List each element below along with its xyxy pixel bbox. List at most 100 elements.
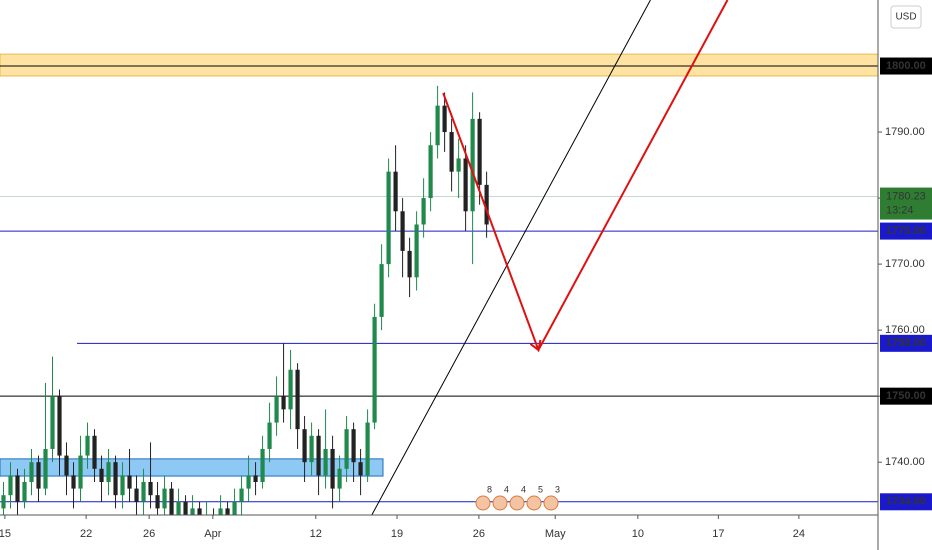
- candle-body: [71, 475, 76, 489]
- x-tick-label: 17: [712, 528, 724, 540]
- candle-body: [148, 481, 153, 496]
- x-tick-label: May: [545, 528, 566, 540]
- candle-body: [43, 448, 48, 489]
- candle-body: [295, 369, 300, 430]
- x-tick-label: 19: [391, 528, 403, 540]
- candle-body: [36, 462, 41, 489]
- plot-area: 8 4 4 5 3: [0, 0, 878, 515]
- candle-body: [183, 501, 188, 515]
- price-label: 1775.00: [886, 225, 926, 237]
- price-label-box: [880, 493, 932, 511]
- candle-body: [344, 429, 349, 469]
- candle-body: [323, 448, 328, 476]
- candle-body: [442, 105, 447, 133]
- event-icon: [526, 495, 542, 511]
- candle-body: [428, 145, 433, 199]
- candle-body: [316, 435, 321, 476]
- candle-body: [463, 158, 468, 212]
- candle-body: [239, 488, 244, 502]
- event-count: 4: [521, 484, 526, 494]
- candle-body: [407, 250, 412, 278]
- event-icon: [475, 495, 491, 511]
- x-tick-label: 15: [0, 528, 11, 540]
- candle-body: [106, 462, 111, 482]
- price-label: 1758.00: [886, 337, 926, 349]
- candle-body: [379, 264, 384, 317]
- candle-body: [393, 171, 398, 212]
- event-count: 3: [555, 484, 560, 494]
- candle-body: [190, 508, 195, 515]
- candle-body: [309, 435, 314, 463]
- candle-body: [120, 475, 125, 496]
- candle-body: [435, 105, 440, 146]
- candle-body: [358, 462, 363, 476]
- x-tick-label: 10: [632, 528, 644, 540]
- currency: USD: [895, 12, 916, 23]
- candle-body: [8, 475, 13, 496]
- event-count: 5: [538, 484, 543, 494]
- event-count: 8: [487, 484, 492, 494]
- price-label: 1800.00: [886, 60, 926, 72]
- event-count: 4: [504, 484, 509, 494]
- candle-body: [421, 198, 426, 225]
- x-tick-label: 24: [793, 528, 805, 540]
- candle-body: [64, 455, 69, 476]
- candle-body: [449, 132, 454, 172]
- candle-body: [1, 495, 6, 509]
- trendline: [371, 0, 651, 515]
- candle-body: [29, 462, 34, 482]
- candle-body: [351, 429, 356, 463]
- candle-body: [99, 468, 104, 482]
- candle-body: [197, 508, 202, 515]
- candle-body: [372, 316, 377, 423]
- candle-body: [246, 475, 251, 489]
- last-price-label: 1780.23: [886, 190, 926, 202]
- candle-body: [15, 475, 20, 502]
- candle-body: [141, 481, 146, 502]
- x-tick-label: 26: [143, 528, 155, 540]
- axes: 1740.001750.001760.001770.001780.001790.…: [0, 57, 932, 540]
- price-label-box: [880, 387, 932, 405]
- candle-body: [155, 495, 160, 509]
- x-tick-label: 26: [473, 528, 485, 540]
- price-label: 1750.00: [886, 390, 926, 402]
- candle-body: [288, 369, 293, 410]
- last-price-box: [880, 187, 932, 220]
- candle-body: [302, 429, 307, 463]
- candle-body: [85, 435, 90, 456]
- candle-body: [281, 396, 286, 410]
- candle-body: [169, 488, 174, 515]
- y-tick-label: 1760.00: [885, 324, 925, 336]
- x-tick-label: Apr: [204, 528, 221, 540]
- arrow-head: [529, 339, 542, 352]
- candle-body: [57, 396, 62, 456]
- candle-body: [477, 118, 482, 185]
- event-icon: [543, 495, 559, 511]
- candle-body: [225, 508, 230, 515]
- candle-body: [456, 158, 461, 172]
- candle-body: [92, 435, 97, 469]
- candle-body: [400, 211, 405, 251]
- zone: [0, 53, 878, 77]
- candle-body: [330, 448, 335, 489]
- event-icon: [509, 495, 525, 511]
- candle-body: [267, 422, 272, 449]
- candle-body: [218, 508, 223, 515]
- y-tick-label: 1740.00: [885, 456, 925, 468]
- y-tick-label: 1770.00: [885, 258, 925, 270]
- candle-body: [414, 224, 419, 278]
- candle-body: [162, 488, 167, 509]
- candle-body: [232, 501, 237, 515]
- candle-body: [78, 455, 83, 489]
- candle-body: [50, 396, 55, 449]
- currency-box[interactable]: [890, 5, 922, 29]
- candle-body: [253, 475, 258, 482]
- candle-body: [127, 475, 132, 489]
- candle-body: [337, 468, 342, 489]
- candle-body: [134, 488, 139, 502]
- event-icon: [492, 495, 508, 511]
- x-tick-label: 22: [80, 528, 92, 540]
- x-tick-label: 12: [310, 528, 322, 540]
